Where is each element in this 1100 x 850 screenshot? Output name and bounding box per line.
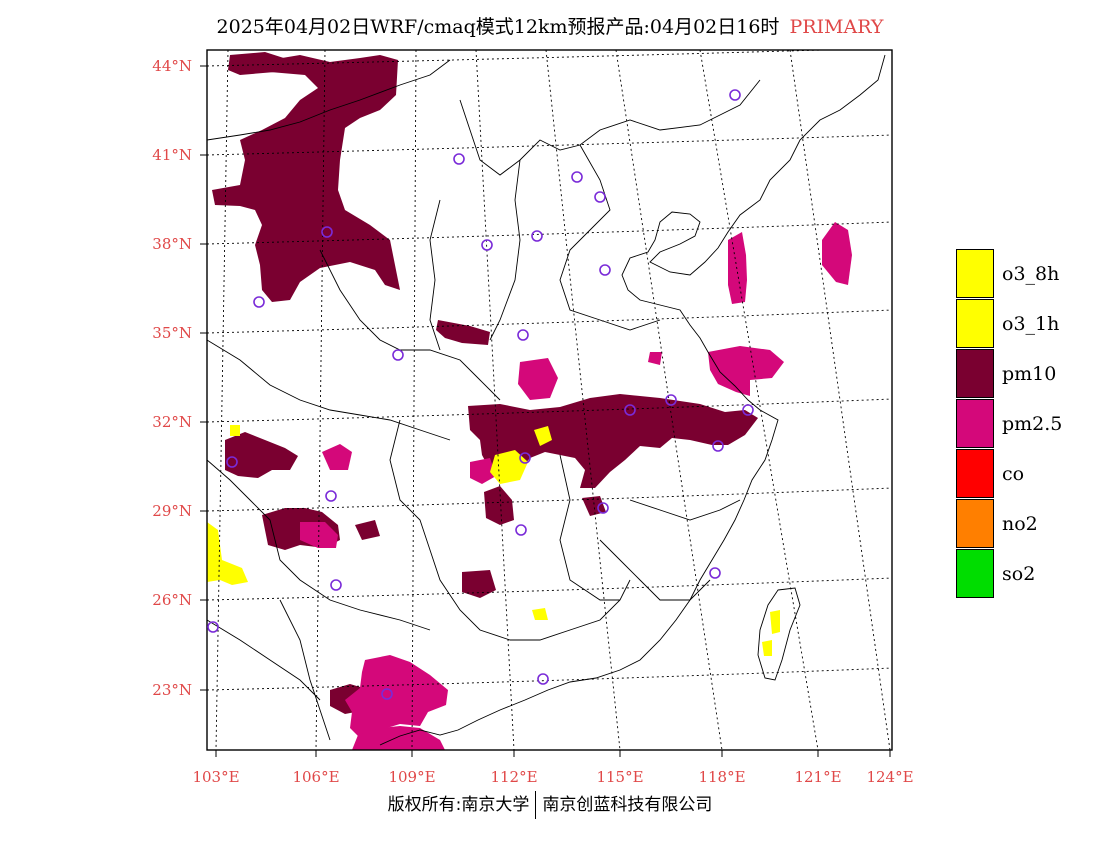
pm25-region-shandong-coast xyxy=(728,232,747,304)
legend-label: pm10 xyxy=(1002,363,1057,385)
city-station-marker xyxy=(321,226,333,238)
lat-label: 35°N xyxy=(152,324,192,342)
city-station-marker xyxy=(712,440,724,452)
province-lines xyxy=(207,59,761,741)
pm25-region-guangxi-south xyxy=(345,655,448,738)
o3-region-taiwan xyxy=(770,610,780,634)
o3-region-hubei-north xyxy=(534,426,552,446)
city-stations xyxy=(207,89,754,700)
lon-label: 124°E xyxy=(866,768,913,786)
pm25-region-beibu-gulf xyxy=(352,726,445,750)
legend-label: co xyxy=(1002,463,1025,485)
city-station-marker xyxy=(381,688,393,700)
city-station-marker xyxy=(571,171,583,183)
pm10-region-yunnan-west xyxy=(355,520,380,540)
pm25-region-sichuan xyxy=(322,444,352,470)
lat-label: 44°N xyxy=(152,57,192,75)
lon-label: 118°E xyxy=(698,768,745,786)
footer-right-text: 南京创蓝科技有限公司 xyxy=(542,795,713,815)
legend-label: pm2.5 xyxy=(1002,413,1063,435)
city-station-marker xyxy=(392,349,404,361)
pm10-region-hunan xyxy=(484,486,514,525)
city-station-marker xyxy=(665,394,677,406)
graticule xyxy=(207,50,892,750)
coastline xyxy=(379,54,886,746)
pm10-region-guangxi xyxy=(462,570,496,598)
city-station-marker xyxy=(515,524,527,536)
pm10-region-sichuan-west xyxy=(225,432,298,478)
footer-left-text: 版权所有:南京大学 xyxy=(387,795,530,815)
pm10-region-north xyxy=(212,55,400,302)
lat-label: 41°N xyxy=(152,146,192,164)
city-station-marker xyxy=(531,230,543,242)
o3-region-yunnan xyxy=(230,425,240,436)
pollutant-field-layer xyxy=(207,50,892,750)
legend-swatch xyxy=(956,249,994,298)
city-station-marker xyxy=(597,502,609,514)
pm25-region-jiangsu xyxy=(708,346,784,396)
legend-label: so2 xyxy=(1002,563,1036,585)
o3-region-taiwan-south xyxy=(762,640,772,656)
city-station-marker xyxy=(709,567,721,579)
legend-label: o3_8h xyxy=(1002,263,1060,285)
city-station-marker xyxy=(537,673,549,685)
city-station-marker xyxy=(742,404,754,416)
legend-label: o3_1h xyxy=(1002,313,1060,335)
o3-region-guangxi xyxy=(532,608,548,620)
pm10-region-ordos xyxy=(436,320,490,345)
pm10-regions xyxy=(212,52,758,714)
city-station-marker xyxy=(594,191,606,203)
pm25-region-yellow-sea xyxy=(822,222,852,285)
legend-swatch xyxy=(956,349,994,398)
city-station-marker xyxy=(517,329,529,341)
lon-label: 112°E xyxy=(490,768,537,786)
lat-label: 23°N xyxy=(152,681,192,699)
title-pollutant-type: PRIMARY xyxy=(789,16,884,38)
latitude-axis: 44°N 41°N 38°N 35°N 32°N 29°N 26°N 23°N xyxy=(152,57,207,699)
lat-label: 32°N xyxy=(152,413,192,431)
city-station-marker xyxy=(624,404,636,416)
o3-region-tibet-edge xyxy=(207,522,248,585)
legend-swatch xyxy=(956,549,994,598)
footer-divider xyxy=(535,791,537,819)
city-station-marker xyxy=(325,490,337,502)
map-frame xyxy=(206,49,893,751)
lon-label: 109°E xyxy=(388,768,435,786)
city-station-marker xyxy=(330,579,342,591)
lon-label: 121°E xyxy=(794,768,841,786)
longitude-axis: 103°E 106°E 109°E 112°E 115°E 118°E 121°E 124°E xyxy=(192,750,914,786)
pm25-region-shandong-inland xyxy=(648,352,662,365)
legend-swatch xyxy=(956,499,994,548)
boundaries xyxy=(207,54,886,746)
pm10-region-central-belt xyxy=(468,394,758,488)
city-station-marker xyxy=(253,296,265,308)
pm25-regions xyxy=(300,222,852,750)
pm25-region-hubei xyxy=(470,458,496,484)
city-station-marker xyxy=(599,264,611,276)
footer-copyright: 版权所有:南京大学 南京创蓝科技有限公司 xyxy=(0,790,1100,819)
pm25-region-henan xyxy=(518,358,558,400)
taiwan-outline xyxy=(757,587,801,681)
legend-swatch xyxy=(956,299,994,348)
legend-label: no2 xyxy=(1002,513,1038,535)
legend-swatch xyxy=(956,449,994,498)
lon-label: 115°E xyxy=(596,768,643,786)
lon-label: 106°E xyxy=(292,768,339,786)
city-station-marker xyxy=(729,89,741,101)
lat-label: 29°N xyxy=(152,502,192,520)
lat-label: 26°N xyxy=(152,591,192,609)
title-main: 2025年04月02日WRF/cmaq模式12km预报产品:04月02日16时 xyxy=(216,16,780,38)
city-station-marker xyxy=(226,456,238,468)
lon-label: 103°E xyxy=(192,768,239,786)
pm10-region-north-2 xyxy=(228,52,290,75)
city-station-marker xyxy=(481,239,493,251)
map-title: 2025年04月02日WRF/cmaq模式12km预报产品:04月02日16时 P… xyxy=(0,12,1100,39)
legend-swatch xyxy=(956,399,994,448)
city-station-marker xyxy=(453,153,465,165)
city-station-marker xyxy=(519,452,531,464)
o3-regions xyxy=(207,425,780,656)
city-station-marker xyxy=(207,621,219,633)
lat-label: 38°N xyxy=(152,235,192,253)
